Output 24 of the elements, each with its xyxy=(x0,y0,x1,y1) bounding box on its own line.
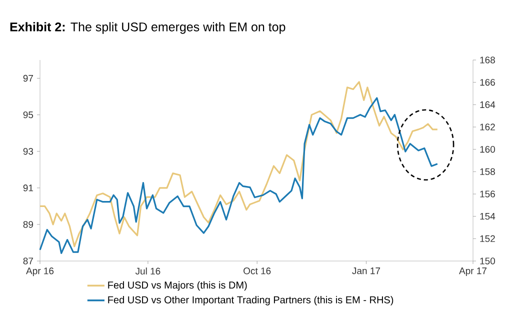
y-tick-label: 97 xyxy=(23,74,33,82)
x-tick-label: Apr 16 xyxy=(26,268,54,276)
y-tick-label: 87 xyxy=(23,258,33,264)
x-tick-label: Oct 16 xyxy=(244,268,271,274)
y-tick-label: 89 xyxy=(23,221,34,228)
x-tick-label: Jul 16 xyxy=(135,268,160,275)
y2-tick-label: 156 xyxy=(480,190,495,198)
y-tick-label: 93 xyxy=(23,148,34,155)
y2-tick-label: 160 xyxy=(480,146,496,153)
x-tick-label: Jan 17 xyxy=(352,268,380,274)
y2-tick-label: 158 xyxy=(480,168,495,176)
y2-tick-label: 164 xyxy=(480,101,496,108)
y2-tick-label: 154 xyxy=(480,213,496,220)
y2-tick-label: 168 xyxy=(480,56,495,64)
legend-label: Fed USD vs Majors (this is DM) xyxy=(108,281,247,291)
y-tick-label: 95 xyxy=(23,111,34,118)
y2-tick-label: 150 xyxy=(480,258,496,264)
chart-title: Exhibit 2: The split USD emerges with EM on top xyxy=(10,22,286,34)
y2-tick-label: 152 xyxy=(480,235,495,242)
x-tick-label: Apr 17 xyxy=(459,268,487,276)
y2-tick-label: 166 xyxy=(480,78,495,86)
y2-tick-label: 162 xyxy=(480,124,495,130)
legend-label: Fed USD vs Other Important Trading Partners (this is EM - RHS) xyxy=(108,296,394,306)
y-tick-label: 91 xyxy=(23,184,33,192)
